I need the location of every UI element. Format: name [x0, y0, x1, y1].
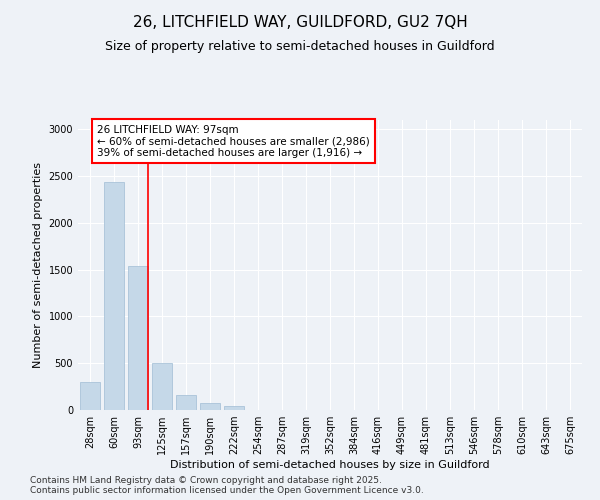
Bar — [200, 402, 220, 410]
Text: Contains HM Land Registry data © Crown copyright and database right 2025.
Contai: Contains HM Land Registry data © Crown c… — [30, 476, 424, 495]
Bar — [128, 266, 148, 410]
Y-axis label: Number of semi-detached properties: Number of semi-detached properties — [33, 162, 43, 368]
Bar — [176, 395, 196, 410]
Text: 26 LITCHFIELD WAY: 97sqm
← 60% of semi-detached houses are smaller (2,986)
39% o: 26 LITCHFIELD WAY: 97sqm ← 60% of semi-d… — [97, 124, 370, 158]
Bar — [224, 406, 244, 410]
Bar — [104, 182, 124, 410]
Bar — [152, 363, 172, 410]
X-axis label: Distribution of semi-detached houses by size in Guildford: Distribution of semi-detached houses by … — [170, 460, 490, 470]
Text: Size of property relative to semi-detached houses in Guildford: Size of property relative to semi-detach… — [105, 40, 495, 53]
Text: 26, LITCHFIELD WAY, GUILDFORD, GU2 7QH: 26, LITCHFIELD WAY, GUILDFORD, GU2 7QH — [133, 15, 467, 30]
Bar — [80, 382, 100, 410]
